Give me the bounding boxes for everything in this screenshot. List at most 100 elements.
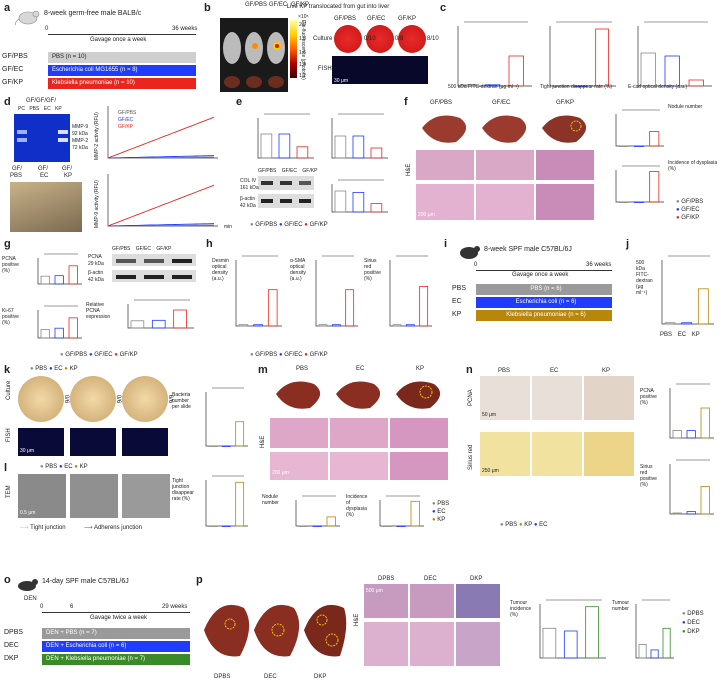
condition-bar-dec: DEN + Escherichia coli (n = 6) [42,641,190,652]
legend: ● PBS ● KP ● EC [500,522,548,528]
ihc-image [480,376,530,420]
chart-mmp9 [107,174,218,227]
chart-h2 [315,255,358,327]
gel-lanes: PC PBS EC KP [18,106,62,112]
mouse-icon [18,579,38,591]
he-image [390,418,448,448]
he-image [390,452,448,480]
bar [345,289,355,327]
adherens-junction-legend: ⟶ Adherens junction [84,525,142,531]
sirius-image [584,432,634,476]
chart-j [661,255,714,325]
bar [700,486,710,515]
y-axis-label: 500 kDa FITC-dextran (μg ml⁻¹) [636,260,653,296]
axis [107,174,218,227]
bar [563,630,578,659]
col-label: DPBS [378,576,395,582]
panel-label: h [206,238,213,250]
he-image [410,584,454,618]
y-axis-label: Bacteria number per slide [172,392,191,410]
ihc-image [584,376,634,420]
col-label: PBS [498,368,511,374]
row-label-gfec: GF/EC [2,66,24,73]
legend: ● PBS ● EC ● KP [40,464,88,470]
he-image [416,150,474,180]
mouse-icon [15,10,40,26]
timeline-mid: Gavage once a week [90,37,147,43]
chart-e3 [331,179,388,213]
blot-header: GF/PBS GF/EC GF/KP [112,246,172,252]
liver-images [276,381,441,409]
bar [405,324,415,327]
chart-p2 [635,599,674,659]
bar [419,286,429,327]
row-label: Sirius red [468,444,474,470]
scale-bar: 200 μm [418,212,435,218]
axis [315,260,358,327]
panel-label: l [4,462,8,474]
axis [379,500,424,527]
legend: ● GF/PBS ● GF/EC ● GF/KP [250,352,328,358]
bar [253,324,263,327]
plate-count: 0/10 [364,36,376,42]
photo-label: KP [64,173,73,179]
bar [68,317,78,339]
blot-row-label: PCNA [88,254,102,260]
y-axis-label: α-SMA optical density (a.u.) [290,258,306,282]
he-image [330,452,388,480]
fish-image [396,56,428,84]
chart-n1 [669,383,714,439]
tem-label: TEM [6,485,12,498]
bar [296,146,309,159]
gel-marker: 72 kDa [72,145,88,151]
tem-image [70,474,118,518]
bar [382,525,392,527]
timeline-start: 0 [45,26,49,32]
panel-b-title: Live KP translocated from gut into liver [286,4,390,10]
bar [460,84,476,87]
scale-bar: 500 μm [366,588,383,594]
chart-e2 [331,113,388,159]
colorbar-tick: ×10⁵ [298,14,309,20]
axis [549,26,616,87]
bar [278,133,291,159]
bar [312,525,322,527]
panel-label: b [204,2,211,14]
y-axis-label: 500 kDa FITC-dextran (μg ml⁻¹) [448,84,519,90]
col-label: DPBS [214,674,231,680]
he-image [364,584,408,618]
timeline-tick: 0 [40,604,44,610]
col-label: GF/KP [556,100,575,106]
panel-a-title: 8-week germ-free male BALB/c [44,10,142,17]
axis [331,118,388,159]
chart-c1 [457,21,532,87]
bar [672,512,682,515]
chart-l [205,475,248,527]
axis [615,114,664,147]
row-label-ec: EC [452,298,462,305]
colorbar-tick: 1.8 [299,36,306,42]
legend: ● GF/PBS ● GF/EC ● GF/KP [676,199,704,221]
bar [697,288,709,325]
condition-bar-gfec: Escherichia coli MG1655 (n = 8) [48,65,196,76]
bar [633,145,644,147]
he-image [330,418,388,448]
y-axis-label: Incidence of dysplasia (%) [346,494,368,518]
panel-label: e [236,96,243,108]
chart-f2 [615,165,664,203]
chart-c2 [549,21,616,87]
bar [585,606,599,659]
bar [638,644,647,659]
culture-plate [398,25,426,53]
bar [686,511,696,515]
col-label: DEC [264,674,277,680]
col-label: DKP [470,576,483,582]
blot-row-label: 161 kDa [240,185,259,191]
chart-g2 [37,305,82,339]
bar [151,319,166,329]
condition-bar-pbs: PBS (n = 6) [476,284,612,295]
he-image [476,150,534,180]
col-label: GF/EC [492,100,511,106]
legend: ● PBS ● EC ● KP [30,366,78,372]
panel-label: p [196,574,203,586]
